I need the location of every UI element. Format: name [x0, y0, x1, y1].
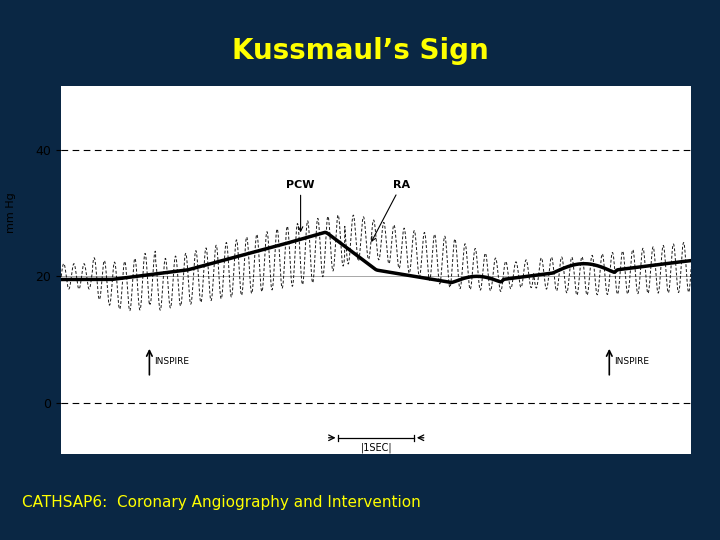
- Text: INSPIRE: INSPIRE: [154, 357, 189, 366]
- Text: RA: RA: [372, 180, 410, 241]
- Text: PCW: PCW: [287, 180, 315, 231]
- Text: Kussmaul’s Sign: Kussmaul’s Sign: [232, 37, 488, 65]
- Text: mm Hg: mm Hg: [6, 193, 16, 233]
- Text: CATHSAP6:  Coronary Angiography and Intervention: CATHSAP6: Coronary Angiography and Inter…: [22, 495, 420, 510]
- Text: INSPIRE: INSPIRE: [614, 357, 649, 366]
- Text: |1SEC|: |1SEC|: [361, 443, 392, 454]
